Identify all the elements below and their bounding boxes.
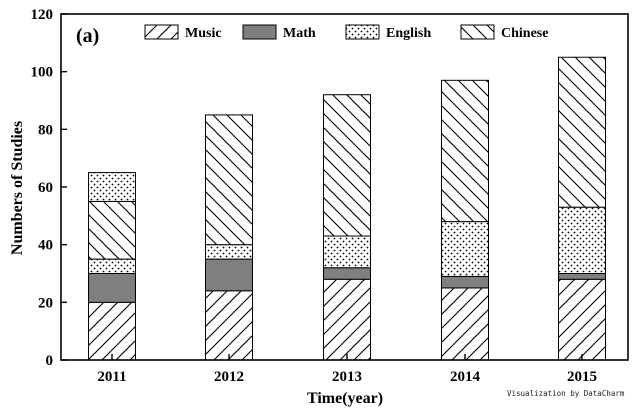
y-tick-label: 120 (31, 7, 54, 23)
bar-segment-math-2014 (441, 275, 489, 289)
y-tick-label: 40 (38, 238, 53, 254)
bar-segment-math-2013 (323, 267, 371, 280)
y-axis-label: Numbers of Studies (9, 121, 26, 255)
legend: Music Math English Chinese (144, 24, 548, 41)
y-tick-label: 100 (31, 65, 54, 81)
x-axis-label: Time(year) (307, 390, 383, 407)
y-tick-label: 80 (38, 122, 53, 138)
bar-segment-music-2011 (88, 301, 136, 361)
x-tick-label: 2015 (567, 369, 597, 385)
x-tick-label: 2012 (214, 369, 244, 385)
y-tick-label: 0 (46, 353, 54, 369)
y-tick-label: 60 (38, 180, 53, 196)
x-tick-label: 2011 (97, 369, 126, 385)
legend-label-music: Music (185, 26, 222, 41)
watermark: Visualization by DataCharm (507, 389, 625, 398)
bar-segment-math-2012 (205, 258, 253, 292)
bar-segment-chinese-2011 (88, 200, 136, 260)
legend-swatch-math (242, 24, 277, 40)
legend-item-math: Math (242, 24, 316, 41)
bar-segment-extra-2011 (88, 172, 136, 202)
legend-item-music: Music (144, 24, 222, 41)
legend-label-english: English (386, 26, 431, 41)
legend-swatch-english (345, 24, 380, 40)
bar-segment-chinese-2012 (205, 114, 253, 246)
bar-segment-music-2015 (558, 278, 606, 361)
bar-segment-english-2011 (88, 258, 136, 275)
bar-segment-music-2013 (323, 278, 371, 361)
bar-segment-music-2012 (205, 290, 253, 361)
panel-label: (a) (76, 25, 99, 47)
legend-swatch-music (144, 24, 179, 40)
bar-segment-english-2012 (205, 244, 253, 260)
legend-label-chinese: Chinese (501, 26, 548, 41)
bar-segment-chinese-2013 (323, 94, 371, 237)
bar-segment-english-2015 (558, 206, 606, 274)
legend-label-math: Math (283, 26, 316, 41)
legend-swatch-chinese (460, 24, 495, 40)
plot-area: 0 20 40 60 80 100 120 2011 2012 2013 2014 2015 (31, 7, 629, 385)
bar-segment-math-2015 (558, 273, 606, 280)
legend-item-english: English (345, 24, 431, 41)
bar-segment-music-2014 (441, 287, 489, 361)
bar-segment-math-2011 (88, 273, 136, 303)
bar-segment-english-2014 (441, 221, 489, 277)
x-tick-label: 2014 (450, 369, 481, 385)
legend-item-chinese: Chinese (460, 24, 548, 41)
bar-segment-chinese-2015 (558, 56, 606, 208)
bar-segment-english-2013 (323, 235, 371, 269)
x-tick-label: 2013 (332, 369, 362, 385)
bar-segment-chinese-2014 (441, 79, 489, 223)
y-tick-label: 20 (38, 295, 53, 311)
